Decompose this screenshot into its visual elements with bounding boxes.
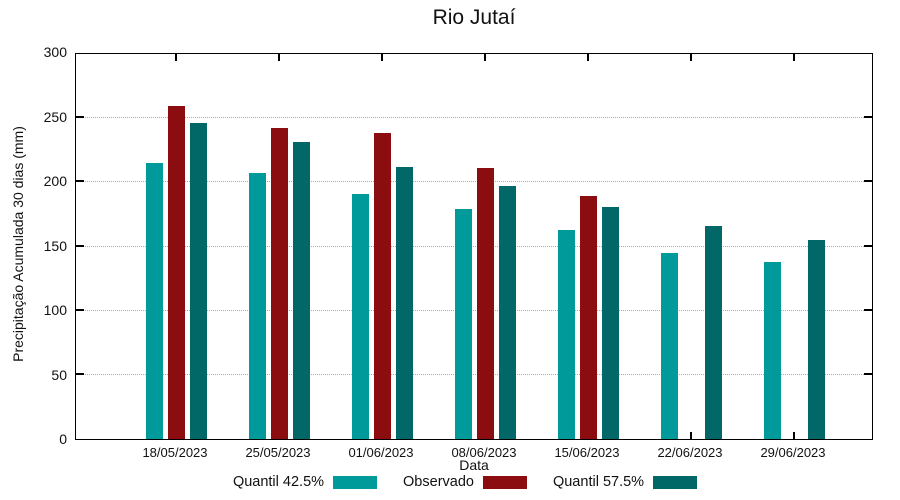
y-tick-label: 150 xyxy=(43,237,67,254)
gridline-250 xyxy=(76,117,872,119)
bar xyxy=(498,186,516,439)
bar xyxy=(270,128,288,439)
bar xyxy=(395,166,413,439)
x-tick-label: 25/05/2023 xyxy=(245,445,311,460)
bar xyxy=(601,206,619,439)
x-tick-label: 08/06/2023 xyxy=(451,445,517,460)
y-tick-right xyxy=(864,180,872,183)
gridline-50 xyxy=(76,373,872,375)
x-tick-top xyxy=(793,54,795,61)
y-tick-left xyxy=(76,308,84,311)
bar xyxy=(373,133,391,439)
y-tick-right xyxy=(864,372,872,375)
x-tick-top xyxy=(175,54,177,61)
x-tick-label: 22/06/2023 xyxy=(657,445,723,460)
bar-group-18-05-2023 xyxy=(145,54,207,439)
bar xyxy=(189,122,207,439)
legend-swatch-dark-teal xyxy=(653,475,698,489)
bar xyxy=(579,196,597,439)
bar xyxy=(248,173,266,439)
legend-label: Observado xyxy=(403,474,474,490)
x-tick-label: 18/05/2023 xyxy=(142,445,208,460)
y-tick-right xyxy=(864,116,872,119)
bar xyxy=(476,168,494,439)
legend-swatch-dark-red xyxy=(482,475,527,489)
y-tick-right xyxy=(864,308,872,311)
x-tick-bottom xyxy=(690,432,692,439)
y-tick-label: 0 xyxy=(59,431,67,447)
bar xyxy=(351,193,369,439)
bar xyxy=(807,240,825,439)
y-axis-label: Precipitação Acumulada 30 dias (mm) xyxy=(10,126,26,362)
x-tick-top xyxy=(278,54,280,61)
bar-group-29-06-2023 xyxy=(763,54,825,439)
y-tick-label: 50 xyxy=(51,366,67,383)
x-tick-label: 01/06/2023 xyxy=(348,445,414,460)
bar xyxy=(167,106,185,439)
bar xyxy=(660,253,678,439)
y-tick-label: 250 xyxy=(43,108,67,125)
bar-group-22-06-2023 xyxy=(660,54,722,439)
x-tick-top xyxy=(484,54,486,61)
bar-group-15-06-2023 xyxy=(557,54,619,439)
x-tick-top xyxy=(381,54,383,61)
x-axis-label: Data xyxy=(459,457,489,473)
gridline-150 xyxy=(76,245,872,247)
y-tick-right xyxy=(864,244,872,247)
x-tick-bottom xyxy=(793,432,795,439)
bar xyxy=(763,262,781,439)
plot-area xyxy=(75,53,873,440)
x-tick-label: 29/06/2023 xyxy=(760,445,826,460)
x-tick-label: 15/06/2023 xyxy=(554,445,620,460)
y-tick-left xyxy=(76,180,84,183)
bar-group-01-06-2023 xyxy=(351,54,413,439)
bar xyxy=(145,162,163,439)
y-tick-left xyxy=(76,244,84,247)
legend-label: Quantil 57.5% xyxy=(552,474,645,490)
y-tick-left xyxy=(76,116,84,119)
y-tick-label: 100 xyxy=(43,302,67,318)
y-tick-left xyxy=(76,372,84,375)
legend-entry-quantil-42-5: Quantil 42.5% xyxy=(232,474,378,490)
chart-title: Rio Jutaí xyxy=(432,6,516,29)
legend-label: Quantil 42.5% xyxy=(232,474,325,490)
bar xyxy=(704,226,722,439)
y-tick-label: 200 xyxy=(43,173,67,189)
y-tick-label: 300 xyxy=(43,44,67,60)
legend-entry-observado: Observado xyxy=(403,474,527,490)
bar xyxy=(292,142,310,439)
gridline-100 xyxy=(76,309,872,311)
bar-group-25-05-2023 xyxy=(248,54,310,439)
bar xyxy=(454,209,472,439)
legend: Quantil 42.5% Observado Quantil 57.5% xyxy=(0,474,900,490)
gridline-200 xyxy=(76,181,872,183)
bar-group-08-06-2023 xyxy=(454,54,516,439)
bar xyxy=(557,230,575,439)
legend-entry-quantil-57-5: Quantil 57.5% xyxy=(552,474,698,490)
x-tick-top xyxy=(690,54,692,61)
x-tick-top xyxy=(587,54,589,61)
legend-swatch-teal xyxy=(333,475,378,489)
